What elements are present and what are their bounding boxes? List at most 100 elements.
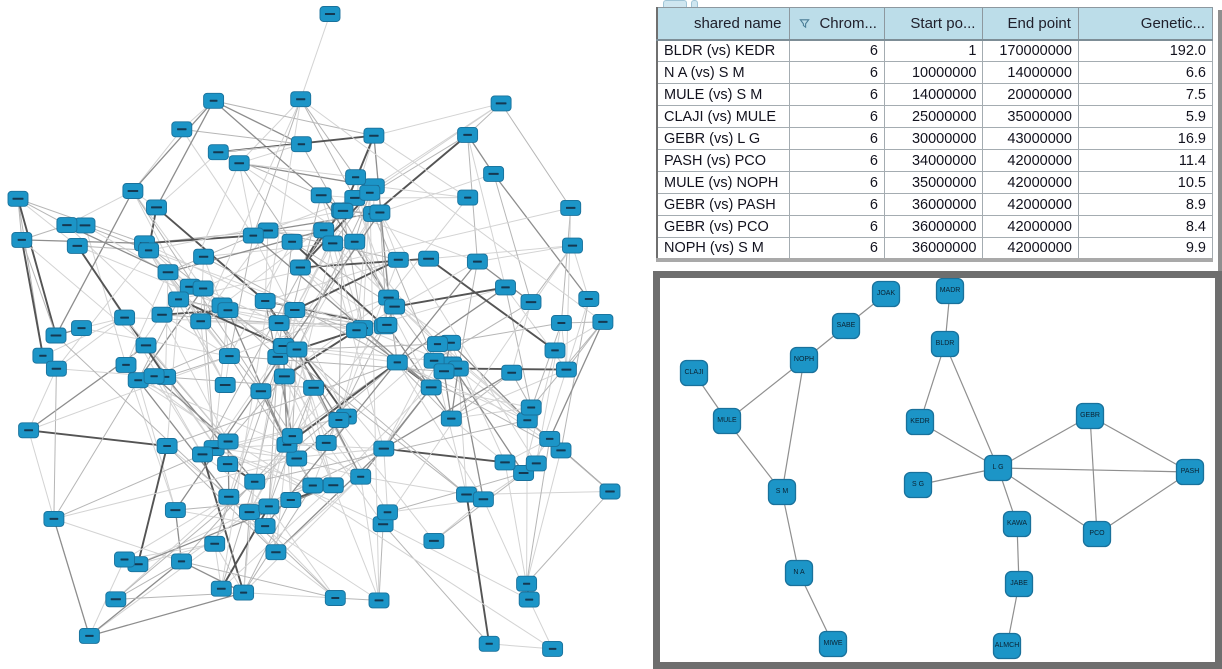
network-node[interactable]	[418, 250, 440, 267]
network-node[interactable]	[11, 231, 33, 248]
network-node[interactable]: L G	[983, 454, 1013, 482]
cell-value[interactable]: 16.9	[1077, 127, 1214, 150]
network-node[interactable]	[386, 354, 408, 371]
network-node[interactable]	[114, 551, 135, 568]
network-node[interactable]: JOAK	[871, 280, 901, 308]
network-node[interactable]	[250, 383, 272, 400]
network-node[interactable]	[466, 253, 488, 270]
network-node[interactable]: PASH	[1175, 458, 1205, 486]
network-node[interactable]: GEBR	[1075, 402, 1105, 430]
network-node[interactable]	[433, 363, 455, 380]
network-node[interactable]: NOPH	[789, 346, 819, 374]
network-node[interactable]	[228, 155, 250, 172]
network-node[interactable]: CLAJI	[679, 359, 709, 387]
network-node[interactable]	[324, 590, 346, 606]
table-row[interactable]: MULE (vs) S M 6 14000000 20000000 7.5	[656, 83, 1214, 106]
cell-value[interactable]: 6	[788, 193, 885, 216]
cell-value[interactable]: 10000000	[883, 61, 984, 84]
network-node[interactable]	[138, 242, 160, 259]
cell-value[interactable]: 36000000	[883, 215, 984, 238]
network-node[interactable]	[122, 183, 144, 199]
cell-value[interactable]: 36000000	[883, 237, 984, 260]
network-node[interactable]	[346, 322, 367, 339]
network-node[interactable]: KAWA	[1002, 510, 1032, 538]
network-node[interactable]	[115, 356, 137, 373]
network-node[interactable]	[156, 438, 178, 454]
network-node[interactable]	[377, 504, 398, 521]
network-node[interactable]	[254, 293, 276, 309]
table-row[interactable]: GEBR (vs) PASH 6 36000000 42000000 8.9	[656, 193, 1214, 216]
network-node[interactable]	[143, 368, 165, 385]
network-node[interactable]	[290, 136, 312, 153]
table-row[interactable]: GEBR (vs) L G 6 30000000 43000000 16.9	[656, 127, 1214, 150]
table-tab-fragment-2[interactable]	[691, 0, 698, 7]
network-node[interactable]: PCO	[1082, 520, 1112, 548]
cell-value[interactable]: 14000000	[982, 61, 1079, 84]
cell-value[interactable]: 8.4	[1077, 215, 1214, 238]
network-node[interactable]	[244, 473, 266, 490]
network-node[interactable]	[313, 222, 335, 239]
cell-value[interactable]: 20000000	[982, 83, 1079, 106]
network-edge[interactable]	[997, 467, 1098, 535]
network-edge[interactable]	[781, 359, 805, 493]
network-node[interactable]	[359, 184, 381, 201]
detail-network-canvas[interactable]: JOAK MADR SABE BLDR NOPH CLAJI GEBR MULE KEDR L G…	[653, 271, 1222, 669]
network-node[interactable]	[239, 504, 260, 521]
cell-value[interactable]: 6	[788, 171, 885, 194]
network-node[interactable]	[369, 204, 391, 221]
network-node[interactable]	[310, 187, 332, 204]
network-node[interactable]	[456, 486, 477, 503]
network-node[interactable]	[45, 327, 67, 344]
network-node[interactable]: MADR	[935, 278, 965, 305]
network-node[interactable]	[315, 434, 337, 451]
network-node[interactable]	[45, 360, 67, 377]
network-node[interactable]	[281, 428, 303, 445]
cell-value[interactable]: 6	[788, 105, 885, 128]
network-node[interactable]	[322, 477, 344, 494]
cell-value[interactable]: 42000000	[982, 193, 1079, 216]
network-node[interactable]	[427, 336, 448, 353]
network-node[interactable]	[168, 291, 189, 308]
network-node[interactable]	[578, 291, 600, 307]
network-node[interactable]	[207, 144, 229, 161]
cell-value[interactable]: 42000000	[982, 215, 1079, 238]
cell-value[interactable]: 6	[788, 39, 885, 62]
network-node[interactable]	[516, 412, 538, 429]
network-node[interactable]	[217, 433, 239, 450]
network-node[interactable]	[43, 510, 65, 527]
network-node[interactable]	[217, 456, 239, 473]
table-row[interactable]: GEBR (vs) PCO 6 36000000 42000000 8.4	[656, 215, 1214, 238]
cell-value[interactable]: 42000000	[982, 171, 1079, 194]
cell-value[interactable]: 30000000	[883, 127, 984, 150]
cell-shared-name[interactable]: BLDR (vs) KEDR	[656, 39, 790, 62]
cell-shared-name[interactable]: PASH (vs) PCO	[656, 149, 790, 172]
network-node[interactable]	[363, 127, 385, 144]
network-node[interactable]	[71, 320, 92, 337]
network-node[interactable]	[376, 316, 398, 333]
network-node[interactable]	[387, 251, 409, 268]
network-node[interactable]	[490, 95, 512, 112]
cell-shared-name[interactable]: GEBR (vs) PASH	[656, 193, 790, 216]
network-node[interactable]	[18, 422, 40, 439]
cell-value[interactable]: 5.9	[1077, 105, 1214, 128]
network-node[interactable]	[190, 313, 212, 330]
network-node[interactable]	[203, 92, 225, 109]
cell-value[interactable]: 6	[788, 83, 885, 106]
network-node[interactable]	[218, 348, 240, 365]
network-node[interactable]: MIWE	[818, 630, 848, 658]
network-edge[interactable]	[1089, 415, 1191, 473]
network-node[interactable]	[32, 347, 54, 364]
network-node[interactable]	[384, 298, 406, 315]
network-node[interactable]	[494, 454, 516, 471]
network-node[interactable]	[192, 446, 213, 463]
network-node[interactable]	[478, 635, 500, 652]
network-node[interactable]	[562, 237, 583, 254]
network-node[interactable]	[332, 202, 354, 219]
network-node[interactable]	[495, 279, 516, 296]
network-node[interactable]	[210, 580, 232, 597]
network-node[interactable]	[217, 302, 239, 319]
network-node[interactable]	[472, 491, 494, 508]
column-header-start-position[interactable]: Start po...	[883, 7, 984, 41]
network-node[interactable]	[7, 190, 29, 207]
network-node[interactable]	[78, 627, 100, 644]
